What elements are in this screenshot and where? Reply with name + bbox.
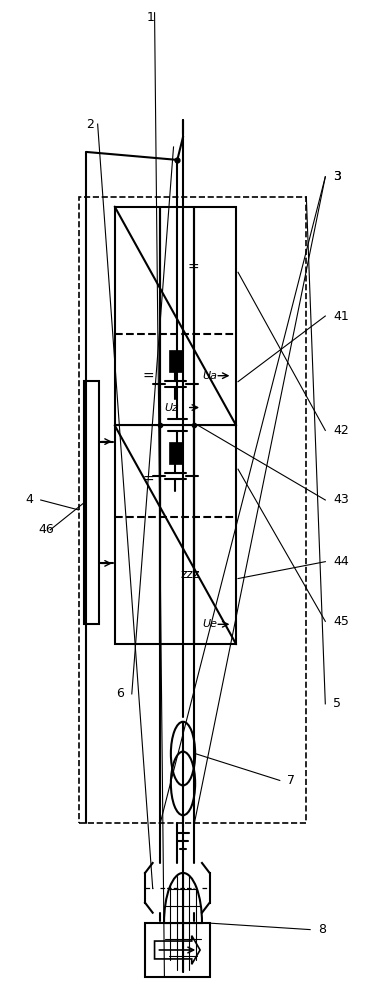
Text: 2: 2: [86, 118, 94, 131]
Bar: [79, 197, 306, 823]
Text: =: =: [143, 370, 154, 384]
Text: 5: 5: [333, 697, 341, 710]
Bar: [169, 442, 182, 464]
Text: 42: 42: [333, 424, 349, 437]
Text: 41: 41: [333, 310, 349, 323]
Text: 6: 6: [117, 687, 124, 700]
Text: =: =: [143, 473, 154, 487]
Text: Ue: Ue: [202, 619, 217, 629]
Bar: [115, 207, 236, 425]
Text: 4: 4: [25, 493, 33, 506]
Text: 44: 44: [333, 555, 349, 568]
Text: zzz: zzz: [180, 568, 200, 581]
Text: 45: 45: [333, 615, 349, 628]
Text: Uz: Uz: [164, 403, 178, 413]
Text: 7: 7: [287, 774, 295, 787]
Text: 8: 8: [318, 923, 326, 936]
Text: 46: 46: [39, 523, 55, 536]
Bar: [115, 425, 236, 644]
Bar: [145, 923, 209, 977]
Text: 3: 3: [333, 170, 341, 183]
Text: 43: 43: [333, 493, 349, 506]
Text: =: =: [188, 261, 199, 275]
Text: 1: 1: [147, 11, 155, 24]
Text: 3: 3: [333, 170, 341, 183]
Text: Ua: Ua: [202, 371, 217, 381]
Bar: [169, 350, 182, 372]
Bar: [84, 381, 99, 624]
FancyArrow shape: [154, 936, 200, 964]
